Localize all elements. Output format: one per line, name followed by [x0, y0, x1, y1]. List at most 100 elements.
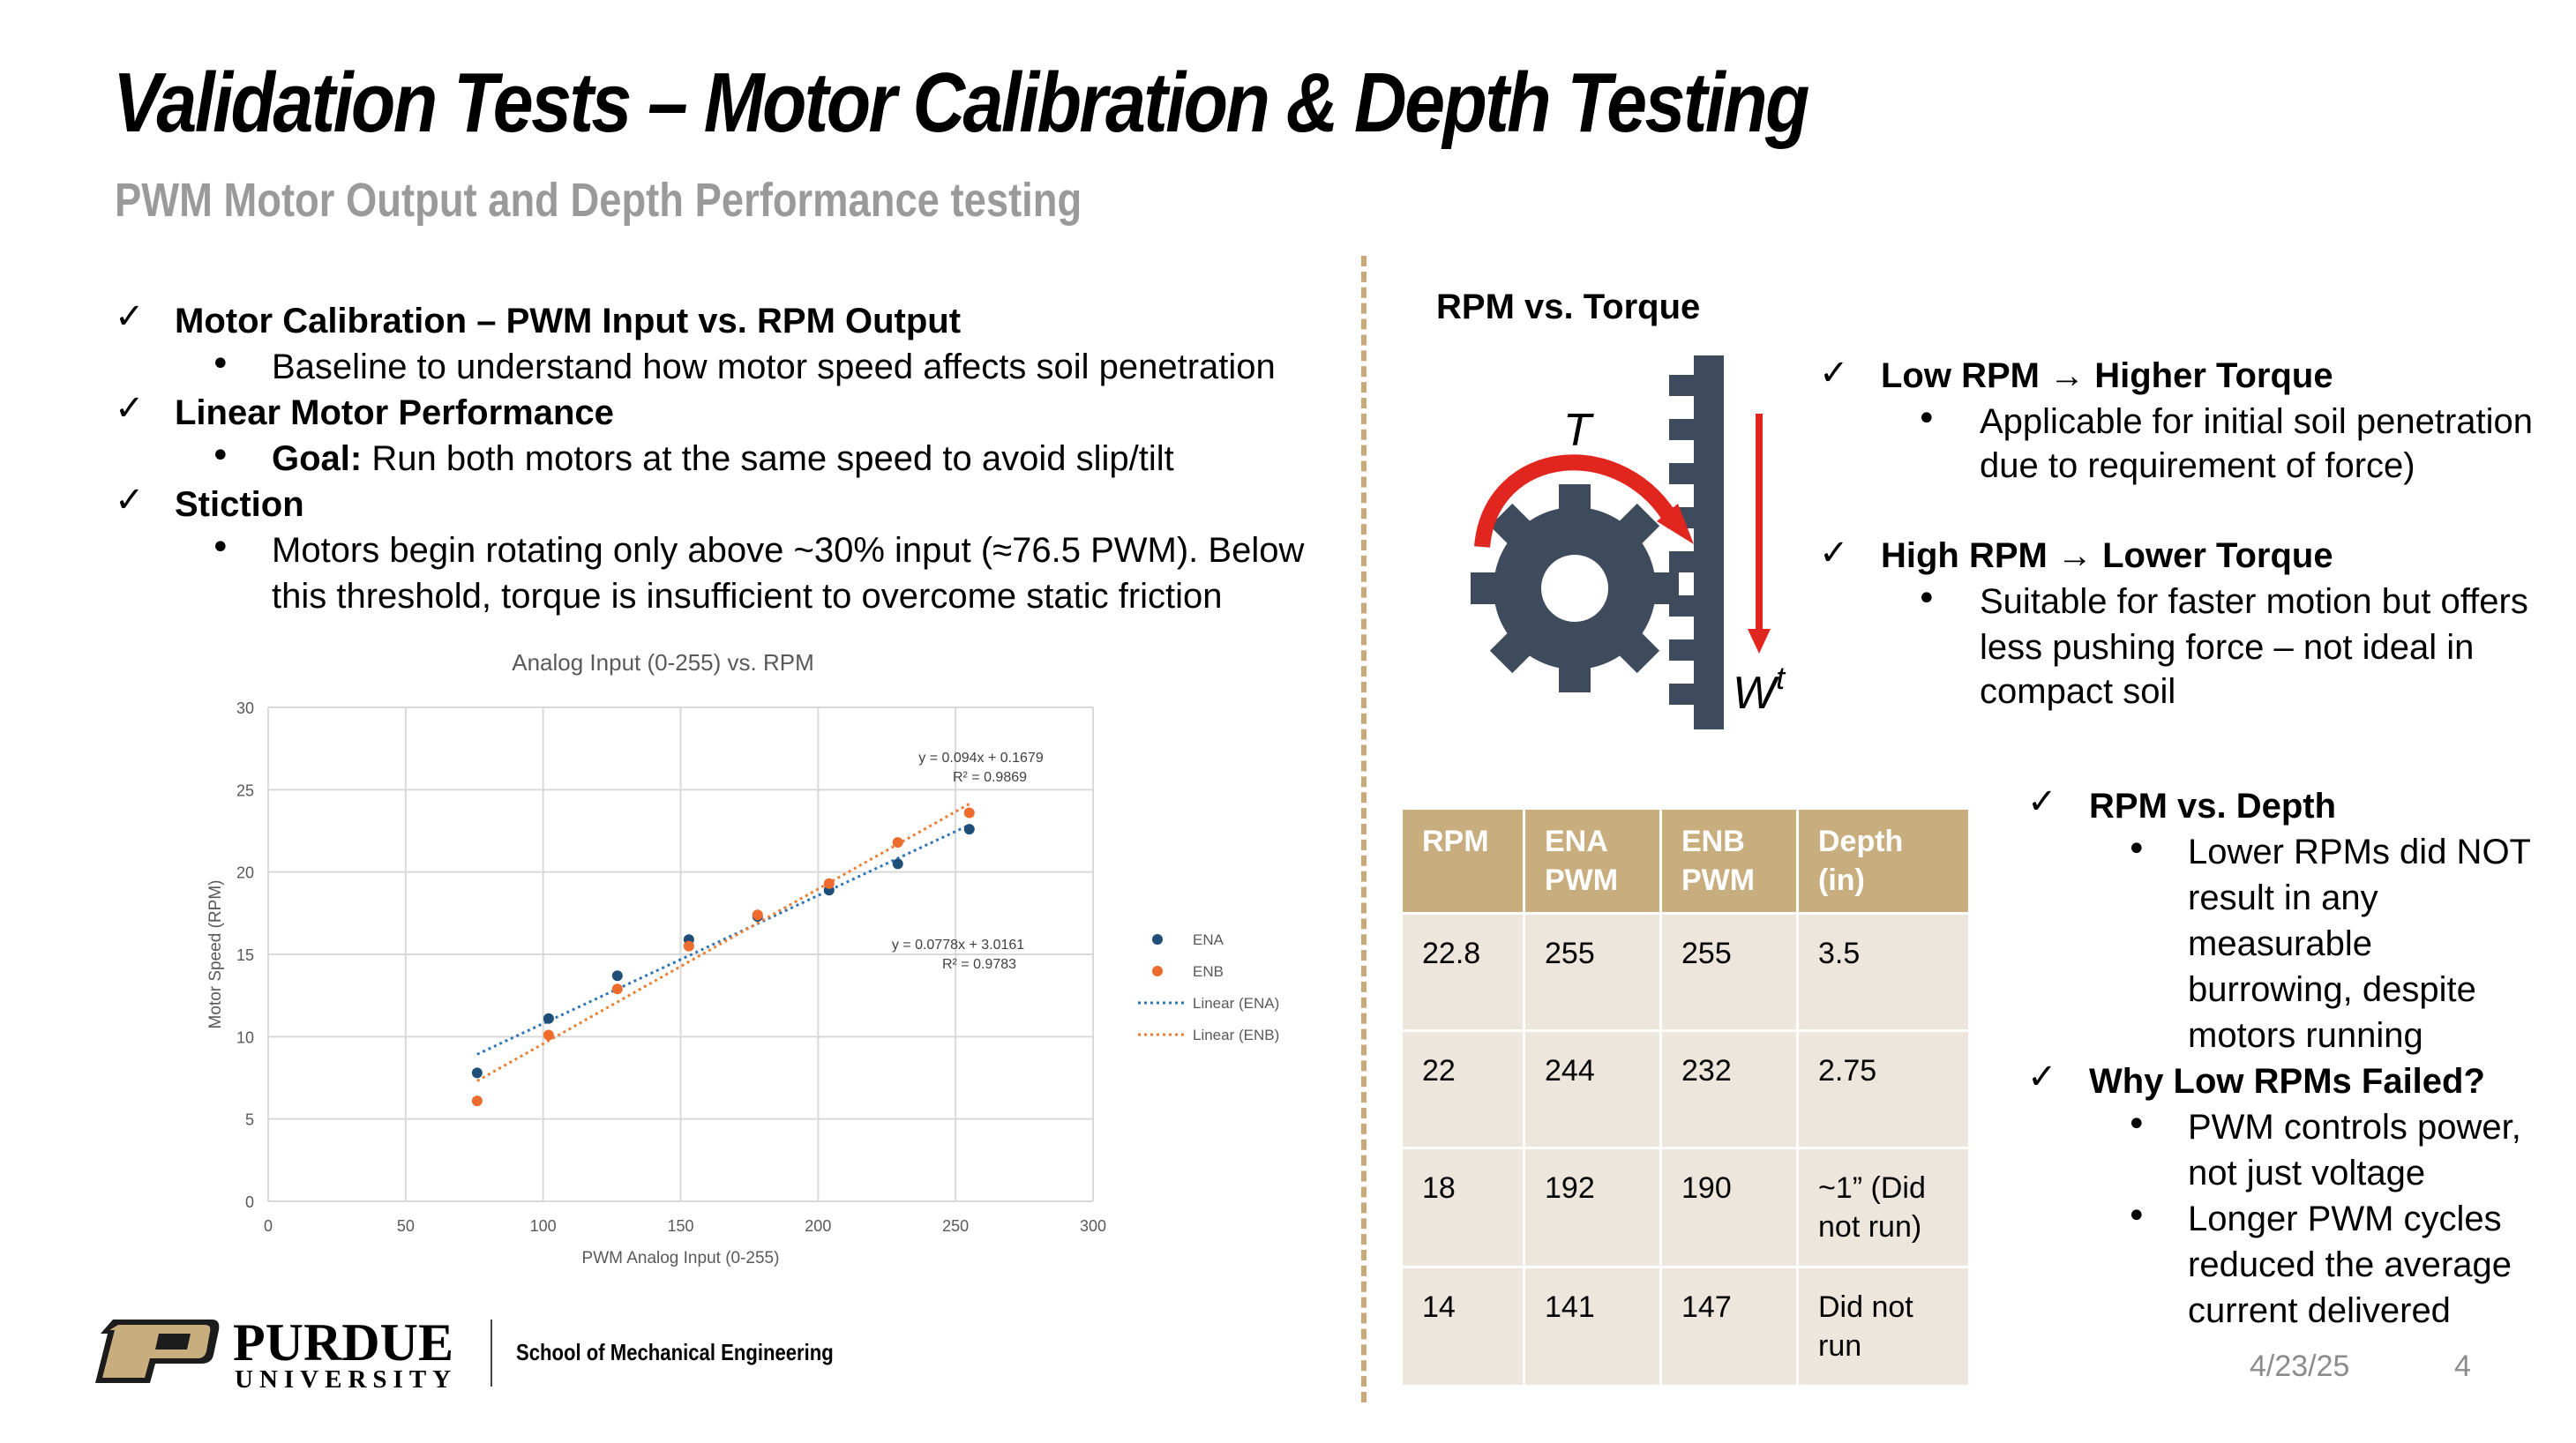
force-arrowhead-icon	[1748, 629, 1771, 654]
high-rpm-sub3: compact soil	[1980, 672, 2176, 711]
depth-sub-line: Lower RPMs did NOT	[2188, 833, 2531, 871]
table-cell: 18	[1403, 1147, 1525, 1267]
depth-sub-line: burrowing, despite	[2188, 970, 2476, 1009]
table-header-row: RPM ENA PWM ENB PWM Depth (in)	[1403, 810, 1971, 914]
table-cell: 141	[1524, 1266, 1662, 1385]
logo-divider	[490, 1320, 492, 1387]
why1-line: not just voltage	[2188, 1154, 2426, 1193]
header-enb-pwm: ENB PWM	[1660, 810, 1799, 914]
bullet-stiction-line2: this threshold, torque is insufficient t…	[272, 577, 1223, 616]
x-tick-label: 50	[397, 1217, 415, 1235]
why2-line: Longer PWM cycles	[2188, 1200, 2502, 1238]
table-cell: 22	[1403, 1029, 1525, 1148]
data-point-enb	[611, 983, 623, 995]
legend-label-ena: ENA	[1193, 931, 1224, 948]
high-rpm-title: High RPM → Lower Torque	[1881, 536, 2333, 575]
trendline-r2-ena: R² = 0.9783	[942, 957, 1016, 972]
gear-icon	[1471, 484, 1679, 692]
data-point-enb	[752, 909, 763, 921]
bullet-stiction-line1: Motors begin rotating only above ~30% in…	[272, 531, 1305, 570]
data-point-enb	[683, 940, 694, 952]
low-rpm-sub2: due to requirement of force)	[1980, 446, 2415, 485]
trendline-enb	[476, 803, 970, 1082]
table-row: 22.8 255 255 3.5	[1403, 912, 1971, 1031]
legend-label-linear-enb: Linear (ENB)	[1193, 1027, 1279, 1043]
chart-title: Analog Input (0-255) vs. RPM	[512, 649, 814, 676]
data-point-enb	[963, 807, 975, 819]
data-point-ena	[892, 858, 903, 870]
bullet-dot-icon: •	[1916, 579, 1937, 619]
table-cell: 147	[1660, 1266, 1799, 1385]
table-cell: 255	[1660, 912, 1799, 1031]
page-title: Validation Tests – Motor Calibration & D…	[113, 56, 1809, 150]
legend-marker-ena	[1152, 934, 1163, 945]
data-point-ena	[543, 1013, 554, 1024]
y-tick-label: 5	[245, 1111, 254, 1129]
rpm-scatter-chart: Analog Input (0-255) vs. RPM 0 5 10 15 20 25 30…	[206, 649, 1279, 1267]
y-tick-label: 30	[236, 699, 254, 717]
y-tick-label: 20	[236, 864, 254, 882]
torque-symbol: T	[1563, 405, 1594, 456]
data-point-enb	[471, 1095, 483, 1107]
check-icon: ✓	[1819, 353, 1849, 393]
school-name: School of Mechanical Engineering	[516, 1339, 834, 1365]
bullet-dot-icon: •	[210, 436, 231, 476]
check-icon: ✓	[2027, 781, 2057, 822]
bullet-motor-calibration: Motor Calibration – PWM Input vs. RPM Ou…	[175, 302, 962, 340]
bullet-dot-icon: •	[210, 344, 231, 385]
table-row: 18 192 190 ~1” (Did not run)	[1403, 1147, 1971, 1267]
trendline-equation-ena: y = 0.0778x + 3.0161	[892, 938, 1024, 953]
torque-arrowhead-icon	[1657, 504, 1694, 544]
table-cell: 190	[1660, 1147, 1799, 1267]
torque-arrow-icon	[1474, 454, 1681, 549]
section-divider	[1361, 256, 1367, 1402]
bullet-goal: Goal: Run both motors at the same speed …	[272, 436, 1174, 482]
high-rpm-sub1: Suitable for faster motion but offers	[1980, 582, 2528, 621]
depth-sub-line: result in any	[2188, 879, 2378, 917]
data-point-enb	[823, 878, 835, 889]
data-point-enb	[892, 837, 903, 849]
check-icon: ✓	[115, 480, 145, 520]
check-icon: ✓	[1819, 533, 1849, 573]
header-rpm: RPM	[1403, 810, 1525, 914]
slide-date: 4/23/25	[2250, 1350, 2350, 1383]
page-subtitle: PWM Motor Output and Depth Performance t…	[115, 174, 1082, 227]
x-tick-label: 200	[805, 1217, 831, 1235]
table-row: 22 244 232 2.75	[1403, 1029, 1971, 1148]
high-rpm-sub2: less pushing force – not ideal in	[1980, 628, 2475, 667]
data-point-ena	[471, 1067, 483, 1079]
data-point-ena	[611, 970, 623, 982]
legend-label-linear-ena: Linear (ENA)	[1193, 995, 1279, 1012]
table-cell: 244	[1524, 1029, 1662, 1148]
bullet-dot-icon: •	[2126, 1196, 2147, 1237]
depth-sub-line: motors running	[2188, 1016, 2423, 1055]
y-tick-label: 10	[236, 1028, 254, 1046]
check-icon: ✓	[115, 296, 145, 337]
legend-marker-enb	[1152, 966, 1163, 976]
low-rpm-sub1: Applicable for initial soil penetration	[1980, 402, 2534, 441]
table-cell: 255	[1524, 912, 1662, 1031]
check-icon: ✓	[115, 388, 145, 429]
x-tick-label: 250	[942, 1217, 969, 1235]
bullet-linear-performance: Linear Motor Performance	[175, 393, 614, 432]
diagram-heading: RPM vs. Torque	[1436, 288, 1701, 326]
header-depth: Depth (in)	[1797, 810, 1971, 914]
bullet-dot-icon: •	[1916, 399, 1937, 439]
purdue-p-logo-icon	[95, 1320, 220, 1383]
logo-sub-text: UNIVERSITY	[235, 1365, 458, 1394]
table-cell: 2.75	[1797, 1029, 1971, 1148]
trendline-ena	[476, 824, 970, 1056]
logo-main-text: PURDUE	[233, 1313, 453, 1372]
x-tick-label: 0	[264, 1217, 273, 1235]
bullet-dot-icon: •	[2126, 829, 2147, 870]
goal-text: Run both motors at the same speed to avo…	[362, 439, 1174, 478]
trendline-equation-enb: y = 0.094x + 0.1679	[918, 751, 1044, 766]
force-symbol: Wt	[1733, 660, 1786, 719]
why2-line: current delivered	[2188, 1291, 2451, 1330]
table-cell: 232	[1660, 1029, 1799, 1148]
data-point-ena	[963, 824, 975, 835]
table-cell: 14	[1403, 1266, 1525, 1385]
why-title: Why Low RPMs Failed?	[2089, 1062, 2485, 1101]
torque-gear-diagram: T Wt	[1471, 355, 1786, 729]
table-cell: ~1” (Did not run)	[1797, 1147, 1971, 1267]
